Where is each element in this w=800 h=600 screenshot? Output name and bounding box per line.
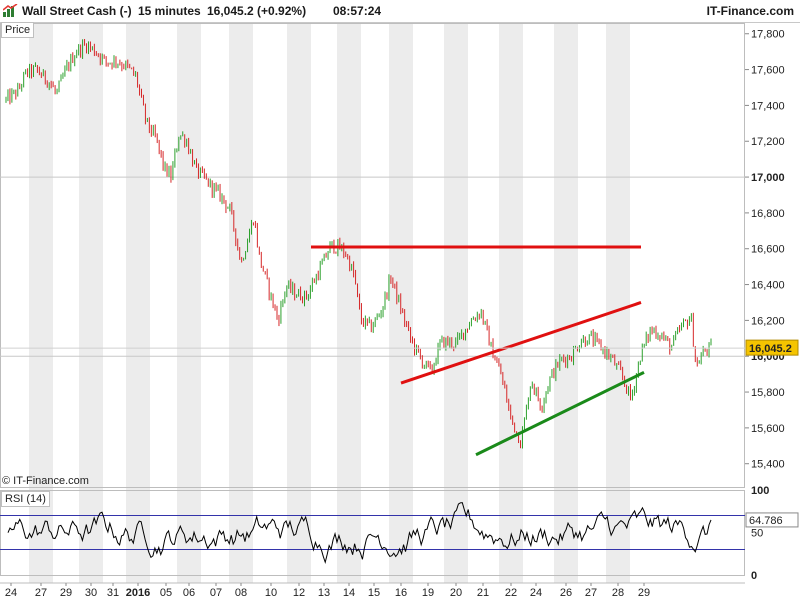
rsi-tick-label: 100 (751, 485, 769, 497)
time-tick-label: 10 (265, 587, 277, 599)
rsi-tick-label: 0 (751, 570, 757, 582)
time-tick-label: 30 (85, 587, 97, 599)
time-tick-label: 15 (368, 587, 380, 599)
rsi-panel-label: RSI (14) (1, 491, 50, 507)
quote-time: 08:57:24 (333, 4, 382, 18)
time-tick-label: 22 (505, 587, 517, 599)
last-price-badge (745, 339, 799, 356)
rsi-line (7, 502, 712, 565)
day-band (444, 23, 468, 583)
instrument-name: Wall Street Cash (-) (22, 4, 132, 18)
day-band (177, 23, 201, 583)
support-trendline (475, 370, 645, 457)
day-band (229, 23, 253, 583)
day-band (337, 23, 361, 583)
time-tick-label: 24 (530, 587, 542, 599)
day-band (499, 23, 523, 583)
rising-resistance-line (400, 301, 642, 385)
time-tick-label: 31 (107, 587, 119, 599)
time-tick-label: 27 (585, 587, 597, 599)
time-tick-label: 2016 (126, 587, 150, 599)
price-tick-label: 16,600 (751, 244, 785, 256)
price-panel-label: Price (1, 22, 35, 38)
time-tick-label: 13 (318, 587, 330, 599)
brand-name: IT-Finance.com (706, 4, 794, 18)
timeframe-label: 15 minutes (138, 4, 201, 18)
time-tick-label: 06 (183, 587, 195, 599)
time-tick-label: 21 (477, 587, 489, 599)
day-band (287, 23, 311, 583)
time-tick-label: 05 (160, 587, 172, 599)
price-tick-label: 15,400 (751, 459, 785, 471)
rsi-value-badge (745, 512, 799, 528)
time-tick-label: 07 (210, 587, 222, 599)
time-tick-label: 08 (235, 587, 247, 599)
price-tick-label: 15,600 (751, 423, 785, 435)
price-panel-frame (0, 23, 745, 488)
copyright-text: © IT-Finance.com (2, 475, 89, 487)
price-tick-label: 17,000 (751, 172, 785, 184)
time-tick-label: 29 (638, 587, 650, 599)
time-tick-label: 19 (422, 587, 434, 599)
time-tick-label: 12 (293, 587, 305, 599)
last-price-change: 16,045.2 (+0.92%) (207, 4, 307, 18)
time-tick-label: 26 (560, 587, 572, 599)
time-tick-label: 20 (450, 587, 462, 599)
rsi-tick-label: 50 (751, 528, 763, 540)
price-tick-label: 17,800 (751, 29, 785, 41)
time-tick-label: 16 (395, 587, 407, 599)
price-tick-label: 16,800 (751, 208, 785, 220)
time-tick-label: 27 (35, 587, 47, 599)
rsi-value-label: 64.786 (749, 515, 783, 527)
price-tick-label: 15,800 (751, 387, 785, 399)
price-tick-label: 17,600 (751, 65, 785, 77)
chart-header: Wall Street Cash (-) 15 minutes 16,045.2… (0, 0, 800, 23)
price-tick-label: 17,400 (751, 100, 785, 112)
price-tick-label: 17,200 (751, 136, 785, 148)
day-band (126, 23, 150, 583)
day-band (554, 23, 578, 583)
time-tick-label: 24 (5, 587, 17, 599)
time-tick-label: 28 (612, 587, 624, 599)
last-price-label: 16,045.2 (749, 343, 792, 355)
time-tick-label: 29 (60, 587, 72, 599)
day-band (79, 23, 103, 583)
day-band (29, 23, 53, 583)
time-tick-label: 14 (343, 587, 355, 599)
price-tick-label: 16,400 (751, 280, 785, 292)
day-band (606, 23, 630, 583)
itfinance-logo-icon (3, 4, 18, 17)
rsi-panel-frame (0, 490, 745, 576)
price-tick-label: 16,200 (751, 315, 785, 327)
